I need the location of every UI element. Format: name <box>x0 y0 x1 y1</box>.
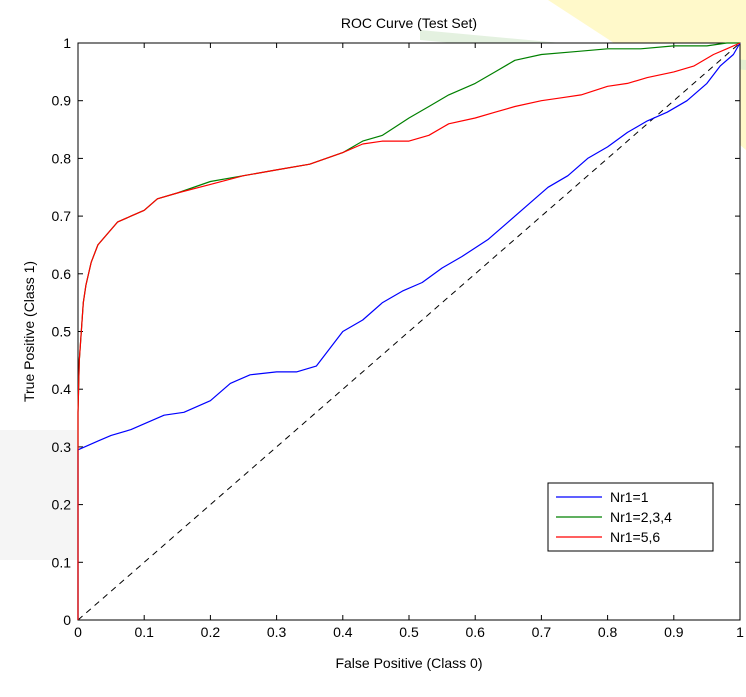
y-tick-label: 0.5 <box>52 324 72 340</box>
y-tick-label: 0.6 <box>52 266 72 282</box>
decor-stripe-yellow <box>548 0 746 150</box>
legend: Nr1=1 Nr1=2,3,4 Nr1=5,6 <box>547 482 714 552</box>
y-tick-label: 0.9 <box>52 93 72 109</box>
x-tick-label: 0.7 <box>532 624 552 640</box>
reference-diagonal-line <box>77 42 741 621</box>
x-tick-label: 0.9 <box>664 624 684 640</box>
series-line-3 <box>77 42 741 620</box>
chart-title: ROC Curve (Test Set) <box>341 15 477 31</box>
x-tick-labels: 0 0.1 0.2 0.3 0.4 0.5 0.6 0.7 0.8 0.9 1 <box>74 624 744 640</box>
x-tick-label: 0.6 <box>465 624 485 640</box>
y-tick-label: 0.7 <box>52 208 72 224</box>
y-tick-labels: 0 0.1 0.2 0.3 0.4 0.5 0.6 0.7 0.8 0.9 1 <box>52 35 72 628</box>
y-tick-label: 0.4 <box>52 381 72 397</box>
y-tick-label: 0.3 <box>52 439 72 455</box>
x-tick-label: 1 <box>736 624 744 640</box>
x-tick-label: 0.3 <box>267 624 287 640</box>
x-tick-label: 0.4 <box>333 624 353 640</box>
series-lines <box>77 42 741 620</box>
x-tick-label: 0.5 <box>399 624 419 640</box>
y-tick-label: 0.8 <box>52 150 72 166</box>
y-tick-label: 0.1 <box>52 554 72 570</box>
legend-label: Nr1=1 <box>610 489 649 505</box>
x-tick-label: 0 <box>74 624 82 640</box>
x-tick-label: 0.2 <box>201 624 221 640</box>
x-axis-label: False Positive (Class 0) <box>335 655 482 671</box>
decor-shadow-left <box>0 430 78 560</box>
legend-label: Nr1=2,3,4 <box>610 509 672 525</box>
x-tick-label: 0.8 <box>598 624 618 640</box>
x-tick-label: 0.1 <box>134 624 154 640</box>
y-tick-label: 0.2 <box>52 497 72 513</box>
y-axis-label: True Positive (Class 1) <box>21 261 37 402</box>
series-line-1 <box>77 42 741 620</box>
y-tick-label: 0 <box>63 612 71 628</box>
legend-label: Nr1=5,6 <box>610 529 660 545</box>
y-tick-label: 1 <box>63 35 71 51</box>
